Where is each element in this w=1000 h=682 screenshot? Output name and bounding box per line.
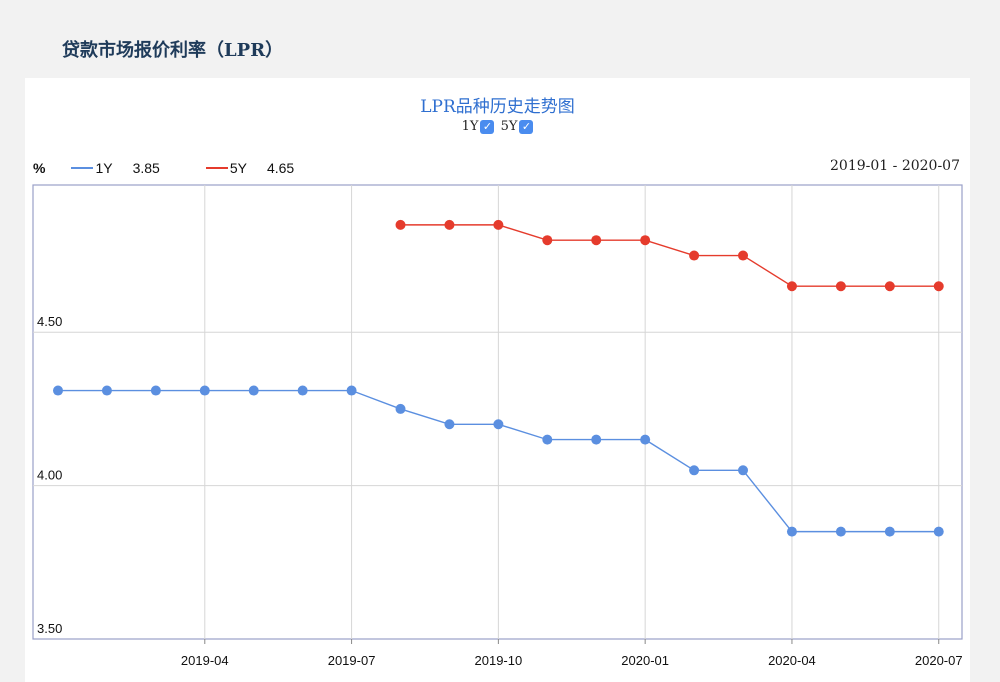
data-point-5y bbox=[689, 250, 700, 261]
data-point-5y bbox=[493, 219, 504, 230]
y-tick-label: 4.50 bbox=[37, 314, 62, 329]
checkbox-checked-icon[interactable]: ✓ bbox=[519, 119, 534, 134]
data-point-1y bbox=[933, 526, 944, 537]
x-tick-label: 2020-07 bbox=[915, 653, 963, 668]
toggle-5y-label: 5Y bbox=[500, 119, 518, 134]
data-point-5y bbox=[933, 281, 944, 292]
plot-frame bbox=[32, 184, 963, 640]
checkbox-checked-icon[interactable]: ✓ bbox=[480, 119, 495, 134]
data-point-5y bbox=[738, 250, 749, 261]
data-point-5y bbox=[640, 235, 651, 246]
chart-title: LPR品种历史走势图 bbox=[420, 97, 575, 117]
data-point-1y bbox=[689, 465, 700, 476]
data-point-1y bbox=[53, 385, 63, 396]
data-point-1y bbox=[542, 434, 553, 445]
data-point-5y bbox=[786, 281, 797, 292]
data-point-1y bbox=[835, 526, 846, 537]
data-point-1y bbox=[493, 419, 504, 430]
data-point-1y bbox=[640, 434, 651, 445]
legend-item-1y: 1Y 3.85 bbox=[71, 160, 160, 176]
data-point-5y bbox=[835, 281, 846, 292]
x-tick-label: 2019-04 bbox=[181, 653, 229, 668]
data-point-1y bbox=[738, 465, 749, 476]
unit-label: % bbox=[33, 160, 46, 176]
data-point-5y bbox=[591, 235, 602, 246]
data-point-1y bbox=[884, 526, 895, 537]
x-tick-label: 2020-01 bbox=[621, 653, 669, 668]
data-point-1y bbox=[199, 385, 210, 396]
page-title: 贷款市场报价利率（LPR） bbox=[62, 40, 284, 61]
legend-item-5y: 5Y 4.65 bbox=[205, 160, 295, 176]
series-line-5y bbox=[400, 224, 939, 287]
series-toggles: 1Y ✓ 5Y ✓ bbox=[25, 119, 970, 134]
chart-card: LPR品种历史走势图 1Y ✓ 5Y ✓ % 1Y 3.85 5Y 4.65 2… bbox=[25, 78, 970, 682]
line-chart: 3.50 4.00 4.50 2019-04 2019-07 2019-10 2020-01… bbox=[32, 184, 963, 668]
y-tick-label: 4.00 bbox=[37, 468, 62, 483]
legend-name-5y: 5Y bbox=[229, 160, 247, 176]
legend: % 1Y 3.85 5Y 4.65 bbox=[33, 160, 340, 176]
x-tick-label: 2019-10 bbox=[475, 653, 523, 668]
data-point-1y bbox=[786, 526, 797, 537]
y-tick-label: 3.50 bbox=[37, 621, 62, 636]
date-range: 2019-01 - 2020-07 bbox=[830, 158, 960, 174]
data-point-1y bbox=[591, 434, 602, 445]
data-point-1y bbox=[248, 385, 259, 396]
legend-line-5y bbox=[205, 167, 228, 169]
legend-name-1y: 1Y bbox=[95, 160, 113, 176]
data-point-5y bbox=[884, 281, 895, 292]
toggle-1y[interactable]: 1Y ✓ bbox=[462, 119, 495, 134]
data-point-1y bbox=[395, 403, 406, 414]
legend-value-5y: 4.65 bbox=[266, 160, 295, 176]
x-tick-label: 2020-04 bbox=[768, 653, 816, 668]
data-point-1y bbox=[101, 385, 112, 396]
data-point-5y bbox=[444, 219, 455, 230]
x-tick-label: 2019-07 bbox=[328, 653, 376, 668]
data-point-5y bbox=[542, 235, 553, 246]
data-point-1y bbox=[297, 385, 308, 396]
legend-value-1y: 3.85 bbox=[132, 160, 160, 176]
data-point-1y bbox=[150, 385, 161, 396]
data-point-1y bbox=[444, 419, 455, 430]
toggle-5y[interactable]: 5Y ✓ bbox=[501, 119, 534, 134]
legend-line-1y bbox=[71, 167, 94, 169]
data-point-5y bbox=[395, 219, 406, 230]
toggle-1y-label: 1Y bbox=[461, 119, 479, 134]
data-point-1y bbox=[346, 385, 357, 396]
